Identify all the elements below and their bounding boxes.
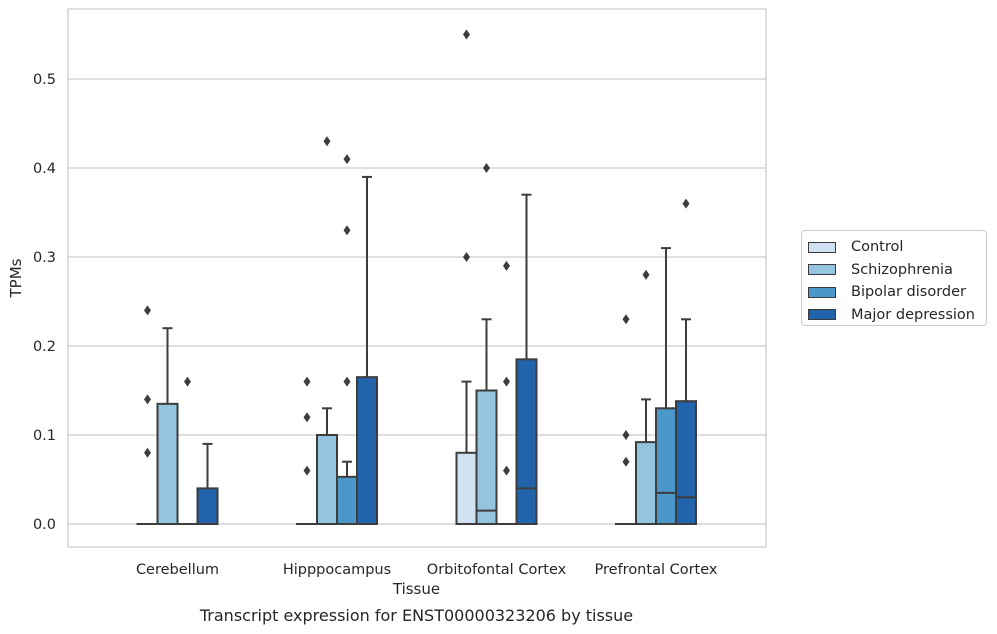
outlier-point (503, 260, 510, 271)
box-rect (356, 376, 378, 525)
outlier-point (622, 314, 630, 325)
y-axis-label: TPMs (7, 258, 25, 298)
x-tick-label: Prefrontal Cortex (595, 562, 718, 578)
outlier-point (682, 198, 690, 209)
legend: Control Schizophrenia Bipolar disorder M… (801, 230, 987, 326)
legend-label: Bipolar disorder (851, 284, 966, 301)
x-tick-label: Orbitofontal Cortex (427, 562, 567, 578)
y-tick-label: 0.0 (33, 517, 56, 533)
x-tick-label: Cerebellum (136, 562, 219, 578)
legend-item-bipolar-disorder: Bipolar disorder (808, 281, 986, 304)
outlier-point (503, 465, 510, 476)
box-schizophrenia (635, 269, 657, 525)
box-rect (475, 389, 498, 525)
box-rect (316, 434, 338, 525)
outlier-point (642, 269, 650, 280)
legend-item-schizophrenia: Schizophrenia (808, 259, 986, 282)
legend-label: Schizophrenia (851, 261, 953, 278)
box-major-depression (515, 193, 538, 525)
box-control (455, 29, 478, 525)
outlier-point (184, 376, 191, 387)
outlier-point (303, 465, 311, 476)
outlier-point (463, 29, 470, 40)
box-rect (455, 451, 478, 525)
legend-label: Major depression (851, 306, 975, 323)
legend-swatch (808, 264, 836, 276)
box-bipolar-disorder (176, 376, 199, 526)
outlier-point (622, 456, 630, 467)
outlier-point (463, 252, 470, 262)
x-axis-ticks: Cerebellum Hipppocampus Orbitofontal Corte… (136, 562, 718, 578)
box-rect (156, 402, 179, 526)
box-major-depression (675, 198, 697, 525)
outlier-point (343, 154, 351, 165)
box-bipolar-disorder (655, 247, 677, 525)
box-rect (515, 358, 538, 525)
box-schizophrenia (475, 163, 498, 525)
plot-frame (67, 8, 767, 548)
outlier-point (144, 394, 151, 405)
box-bipolar-disorder (495, 260, 518, 526)
y-tick-label: 0.2 (33, 339, 56, 355)
x-axis-label: Tissue (392, 580, 441, 598)
legend-swatch (808, 286, 836, 298)
chart-caption: Transcript expression for ENST0000032320… (199, 606, 634, 625)
box-rect (196, 487, 219, 525)
box-schizophrenia (316, 136, 338, 525)
outlier-point (343, 376, 351, 387)
outlier-point (483, 163, 490, 173)
box-rect (635, 441, 657, 525)
box-rect (675, 400, 697, 525)
outlier-point (303, 412, 311, 423)
legend-item-major-depression: Major depression (808, 304, 986, 327)
outlier-point (144, 447, 151, 458)
box-rect (336, 475, 358, 525)
box-series (136, 29, 697, 526)
y-tick-label: 0.5 (33, 72, 56, 88)
box-bipolar-disorder (336, 154, 358, 525)
legend-label: Control (851, 239, 904, 256)
box-major-depression (196, 442, 219, 525)
outlier-point (343, 225, 351, 236)
outlier-point (144, 305, 151, 316)
outlier-point (323, 136, 331, 147)
box-schizophrenia (156, 327, 179, 526)
legend-swatch (808, 241, 836, 253)
legend-swatch (808, 309, 836, 321)
y-tick-label: 0.4 (33, 161, 56, 177)
outlier-point (622, 430, 630, 440)
y-tick-label: 0.3 (33, 250, 56, 266)
outlier-point (303, 376, 311, 387)
box-major-depression (356, 175, 378, 525)
box-control (296, 376, 318, 526)
y-axis-ticks: 0.0 0.1 0.2 0.3 0.4 0.5 (33, 72, 56, 533)
legend-item-control: Control (808, 236, 986, 259)
outlier-point (503, 376, 510, 387)
x-tick-label: Hipppocampus (283, 562, 391, 578)
y-tick-label: 0.1 (33, 428, 56, 444)
box-control (136, 305, 159, 526)
box-rect (655, 407, 677, 525)
